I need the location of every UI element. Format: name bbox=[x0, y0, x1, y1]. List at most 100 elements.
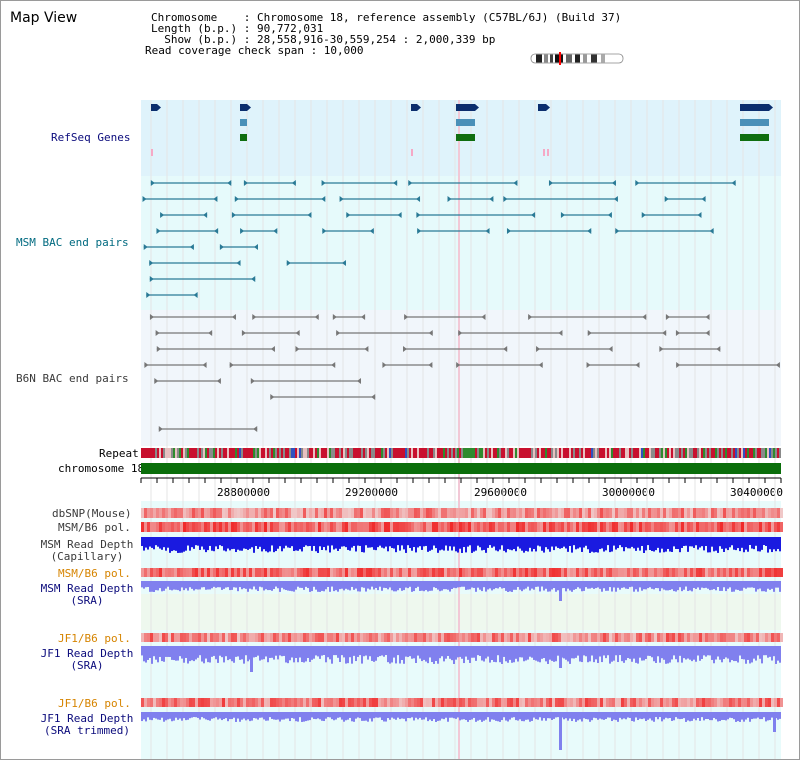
msm-depth-capillary-bar bbox=[385, 537, 387, 547]
jf1-depth-sra-bar bbox=[569, 646, 571, 664]
repeat-segment bbox=[239, 448, 241, 458]
msm-depth-capillary-bar bbox=[577, 537, 579, 549]
jf1-depth-trimmed-bar bbox=[743, 712, 745, 722]
jf1-depth-trimmed-bar bbox=[313, 712, 315, 719]
msm-depth-capillary-bar bbox=[335, 537, 337, 549]
repeat-segment bbox=[591, 448, 593, 458]
jf1-b6-pol-heat-cell bbox=[477, 633, 480, 642]
repeat-segment bbox=[439, 448, 441, 458]
jf1-b6-pol-heat-cell bbox=[513, 698, 516, 707]
chromosome-ideogram[interactable] bbox=[530, 52, 624, 65]
jf1-depth-sra-bar bbox=[621, 646, 623, 662]
jf1-depth-trimmed-bar-spike bbox=[773, 712, 776, 732]
jf1-b6-pol-heat-cell bbox=[681, 633, 684, 642]
jf1-b6-pol-heat-cell bbox=[765, 698, 768, 707]
dbsnp-heat-cell bbox=[423, 508, 426, 518]
jf1-depth-trimmed-bar bbox=[311, 712, 313, 718]
msm-bac-pair-end bbox=[346, 212, 351, 218]
msm-depth-sra-bar bbox=[287, 581, 289, 591]
dbsnp-heat-cell bbox=[753, 508, 756, 518]
jf1-depth-sra-bar bbox=[349, 646, 351, 658]
jf1-depth-sra-bar bbox=[769, 646, 771, 657]
msm-b6-pol-heat-cell bbox=[288, 568, 291, 577]
jf1-b6-pol-heat-cell bbox=[639, 633, 642, 642]
jf1-b6-pol-heat-cell bbox=[141, 698, 144, 707]
repeat-segment bbox=[735, 448, 737, 458]
jf1-depth-sra-bar bbox=[291, 646, 293, 658]
msm-depth-sra-bar bbox=[747, 581, 749, 588]
repeat-segment bbox=[431, 448, 433, 458]
msm-depth-capillary-bar bbox=[473, 537, 475, 552]
msm-b6-pol-heat-cell bbox=[714, 522, 717, 532]
msm-b6-pol-heat-cell bbox=[474, 522, 477, 532]
msm-depth-capillary-bar bbox=[281, 537, 283, 552]
repeat-segment bbox=[479, 448, 481, 458]
msm-depth-capillary-bar bbox=[189, 537, 191, 551]
msm-depth-capillary-bar bbox=[313, 537, 315, 547]
dbsnp-heat-cell bbox=[282, 508, 285, 518]
msm-b6-pol-heat-cell bbox=[603, 568, 606, 577]
msm-b6-pol-heat-cell bbox=[645, 568, 648, 577]
msm-depth-sra-bar bbox=[605, 581, 607, 591]
jf1-depth-sra-bar bbox=[219, 646, 221, 656]
refseq-gene-arrow bbox=[475, 104, 479, 111]
jf1-depth-trimmed-bar bbox=[503, 712, 505, 718]
refseq-pink-feature bbox=[543, 149, 545, 156]
jf1-b6-pol-heat-cell bbox=[582, 633, 585, 642]
jf1-depth-sra-bar bbox=[589, 646, 591, 662]
b6n-bac-pair-end bbox=[371, 394, 376, 400]
msm-depth-capillary-bar bbox=[601, 537, 603, 549]
repeat-segment bbox=[457, 448, 459, 458]
jf1-b6-pol-heat-cell bbox=[411, 633, 414, 642]
jf1-b6-pol-heat-cell bbox=[516, 698, 519, 707]
jf1-b6-pol-heat-cell bbox=[645, 633, 648, 642]
msm-b6-pol-heat-cell bbox=[405, 522, 408, 532]
msm-b6-pol-heat-cell bbox=[459, 522, 462, 532]
msm-bac-pair-end bbox=[341, 260, 346, 266]
jf1-depth-trimmed-bar bbox=[553, 712, 555, 719]
msm-depth-sra-bar bbox=[449, 581, 451, 592]
repeat-segment bbox=[385, 448, 387, 458]
msm-b6-pol-heat-cell bbox=[285, 568, 288, 577]
jf1-depth-trimmed-bar bbox=[367, 712, 369, 722]
jf1-b6-pol-heat-cell bbox=[696, 633, 699, 642]
dbsnp-heat-cell bbox=[249, 508, 252, 518]
jf1-depth-trimmed-bar bbox=[475, 712, 477, 722]
msm-b6-pol-heat-cell bbox=[315, 568, 318, 577]
dbsnp-heat-cell bbox=[648, 508, 651, 518]
jf1-depth-sra-bar bbox=[177, 646, 179, 661]
msm-b6-pol-heat-cell bbox=[141, 568, 144, 577]
jf1-depth-sra-bar bbox=[763, 646, 765, 656]
msm-b6-pol-heat-cell bbox=[645, 522, 648, 532]
msm-depth-sra-bar bbox=[201, 581, 203, 588]
msm-depth-capillary-bar bbox=[695, 537, 697, 546]
jf1-b6-pol-heat-cell bbox=[234, 698, 237, 707]
jf1-b6-pol-heat-cell bbox=[756, 633, 759, 642]
msm-b6-pol-heat-cell bbox=[249, 522, 252, 532]
jf1-depth-trimmed-bar bbox=[305, 712, 307, 722]
msm-depth-sra-bar bbox=[663, 581, 665, 590]
jf1-depth-sra-bar bbox=[489, 646, 491, 663]
jf1-depth-trimmed-bar bbox=[581, 712, 583, 722]
jf1-b6-pol-heat-cell bbox=[753, 698, 756, 707]
jf1-depth-trimmed-bar bbox=[723, 712, 725, 720]
msm-b6-pol-heat-cell bbox=[195, 522, 198, 532]
msm-depth-capillary-bar bbox=[221, 537, 223, 547]
msm-depth-sra-bar bbox=[365, 581, 367, 592]
repeat-segment bbox=[453, 448, 455, 458]
repeat-segment bbox=[441, 448, 443, 458]
msm-b6-pol-heat-cell bbox=[717, 522, 720, 532]
msm-depth-sra-bar bbox=[647, 581, 649, 589]
jf1-depth-sra-bar bbox=[167, 646, 169, 657]
msm-depth-sra-bar bbox=[557, 581, 559, 591]
repeat-segment bbox=[691, 448, 693, 458]
jf1-depth-trimmed-bar bbox=[763, 712, 765, 718]
repeat-segment bbox=[455, 448, 457, 458]
msm-depth-sra-bar bbox=[355, 581, 357, 589]
jf1-depth-trimmed-bar bbox=[315, 712, 317, 720]
msm-depth-capillary-bar bbox=[237, 537, 239, 550]
msm-b6-pol-heat-cell bbox=[390, 522, 393, 532]
msm-depth-capillary-bar bbox=[639, 537, 641, 551]
msm-b6-pol-heat-cell bbox=[291, 568, 294, 577]
